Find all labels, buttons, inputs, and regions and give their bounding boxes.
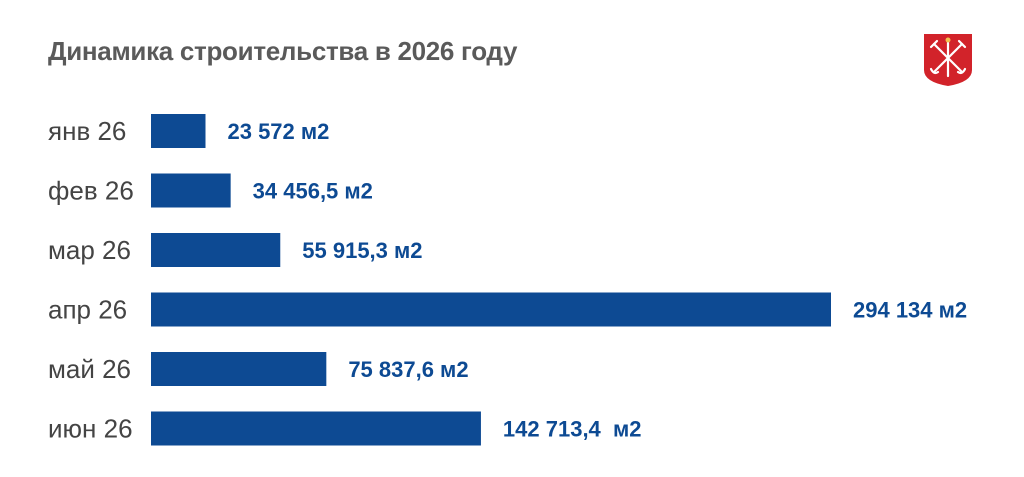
bar — [151, 292, 831, 327]
category-label: фев 26 — [48, 176, 134, 206]
bar — [151, 173, 231, 208]
category-label: янв 26 — [48, 116, 126, 146]
category-label: апр 26 — [48, 295, 127, 325]
chart-title: Динамика строительства в 2026 году — [48, 36, 518, 66]
value-label: 55 915,3 м2 — [302, 238, 422, 263]
value-label: 294 134 м2 — [853, 298, 967, 323]
category-label: мар 26 — [48, 235, 131, 265]
bar — [151, 411, 481, 446]
bar — [151, 352, 327, 386]
category-label: июн 26 — [48, 414, 133, 444]
value-label: 23 572 м2 — [227, 119, 329, 144]
bar — [151, 233, 281, 267]
category-label: май 26 — [48, 354, 131, 384]
coat-of-arms-icon — [924, 34, 972, 86]
value-label: 142 713,4 м2 — [503, 417, 642, 442]
value-label: 34 456,5 м2 — [253, 179, 373, 204]
bar — [151, 114, 206, 148]
value-label: 75 837,6 м2 — [348, 357, 468, 382]
